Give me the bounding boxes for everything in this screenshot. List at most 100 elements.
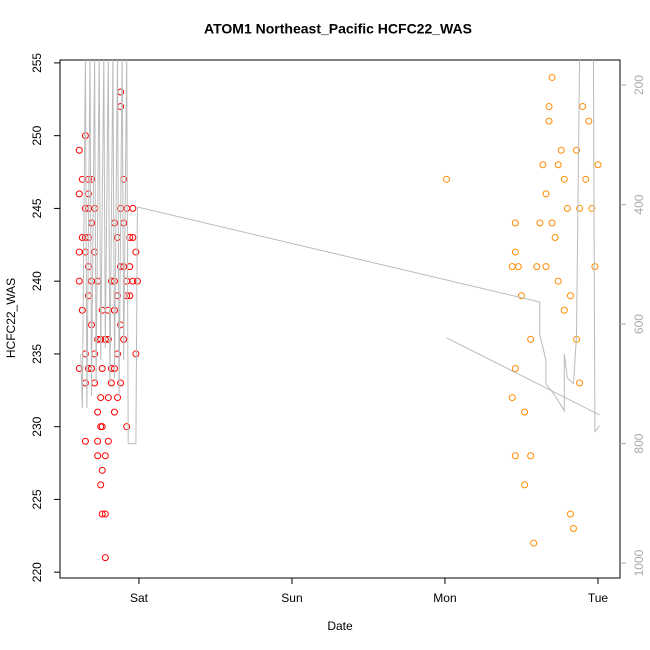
data-point: [569, 525, 577, 533]
data-point: [594, 161, 602, 169]
data-point: [120, 219, 128, 227]
data-point: [508, 394, 516, 402]
data-point: [75, 190, 83, 198]
data-point: [582, 175, 590, 183]
y-tick-label: 245: [30, 198, 44, 218]
data-point: [554, 161, 562, 169]
data-point: [539, 161, 547, 169]
data-point: [511, 219, 519, 227]
data-point: [517, 292, 525, 300]
data-point: [94, 452, 102, 460]
data-point: [514, 263, 522, 271]
data-point: [129, 277, 137, 285]
data-point: [576, 379, 584, 387]
data-point: [98, 423, 106, 431]
data-point: [129, 234, 137, 242]
data-point: [542, 190, 550, 198]
data-point: [536, 219, 544, 227]
x-tick-label: Sun: [281, 591, 302, 605]
data-point: [576, 204, 584, 212]
y2-tick-label: 800: [632, 433, 646, 453]
data-point: [527, 452, 535, 460]
data-point: [566, 292, 574, 300]
data-point: [97, 481, 105, 489]
data-point: [442, 175, 450, 183]
y-tick-label: 230: [30, 416, 44, 436]
data-point: [511, 248, 519, 256]
data-point: [98, 510, 106, 518]
data-point: [542, 263, 550, 271]
data-point: [548, 219, 556, 227]
data-point: [126, 234, 134, 242]
data-point: [126, 292, 134, 300]
data-point: [88, 219, 96, 227]
data-point: [579, 103, 587, 111]
data-point: [107, 379, 115, 387]
data-point: [81, 437, 89, 445]
data-point: [117, 379, 125, 387]
y-tick-label: 225: [30, 489, 44, 509]
y-axis-label: HCFC22_WAS: [4, 278, 18, 358]
data-point: [548, 73, 556, 81]
data-point: [94, 408, 102, 416]
data-point: [554, 277, 562, 285]
data-point: [533, 263, 541, 271]
y-tick-label: 220: [30, 562, 44, 582]
data-point: [101, 452, 109, 460]
data-point: [530, 539, 538, 547]
data-point: [75, 146, 83, 154]
data-point: [126, 263, 134, 271]
x-tick-label: Mon: [433, 591, 456, 605]
data-point: [123, 423, 131, 431]
data-point: [511, 452, 519, 460]
data-point: [110, 219, 118, 227]
data-point: [123, 204, 131, 212]
data-point: [75, 248, 83, 256]
data-point: [560, 175, 568, 183]
data-point: [129, 204, 137, 212]
data-point: [563, 204, 571, 212]
y2-tick-label: 600: [632, 314, 646, 334]
x-tick-label: Tue: [588, 591, 609, 605]
data-point: [97, 394, 105, 402]
data-point: [104, 437, 112, 445]
data-point: [94, 437, 102, 445]
data-point: [511, 364, 519, 372]
data-point: [591, 263, 599, 271]
data-point: [132, 350, 140, 358]
y-tick-label: 240: [30, 271, 44, 291]
data-point: [521, 481, 529, 489]
chart-title: ATOM1 Northeast_Pacific HCFC22_WAS: [204, 21, 472, 37]
data-point: [114, 394, 122, 402]
plot-area: [75, 60, 602, 562]
data-point: [75, 277, 83, 285]
plot-frame: [59, 59, 621, 579]
data-point: [98, 364, 106, 372]
y2-tick-label: 400: [632, 194, 646, 214]
data-point: [98, 466, 106, 474]
data-point: [545, 117, 553, 125]
data-point: [78, 306, 86, 314]
data-point: [110, 408, 118, 416]
y-tick-label: 250: [30, 125, 44, 145]
data-point: [88, 277, 96, 285]
data-point: [566, 510, 574, 518]
data-point: [101, 510, 109, 518]
data-point: [551, 234, 559, 242]
pressure-line: [80, 60, 600, 445]
data-point: [545, 103, 553, 111]
y2-tick-label: 1000: [632, 549, 646, 576]
x-axis-label: Date: [327, 619, 353, 633]
data-point: [560, 306, 568, 314]
data-point: [101, 554, 109, 562]
data-point: [585, 117, 593, 125]
data-point: [557, 146, 565, 154]
x-tick-label: Sat: [130, 591, 149, 605]
data-point: [527, 335, 535, 343]
data-point: [91, 379, 99, 387]
data-point: [91, 204, 99, 212]
data-point: [132, 248, 140, 256]
data-point: [521, 408, 529, 416]
y-tick-label: 235: [30, 344, 44, 364]
